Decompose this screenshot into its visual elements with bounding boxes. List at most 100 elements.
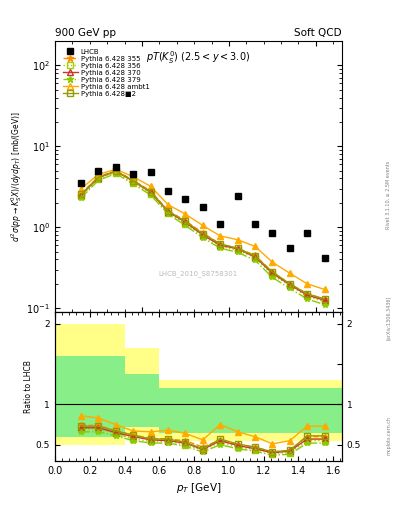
Pythia 6.428 370 [96,175,101,181]
Pythia 6.428 379 [183,222,188,228]
Pythia 6.428 379 [322,302,327,308]
Pythia 6.428 ambt1 [183,211,188,217]
LHCB [253,221,257,227]
Pythia 6.428 ambt1 [235,237,240,243]
Pythia 6.428 370 [114,168,118,175]
Pythia 6.428 379 [96,177,101,183]
Pythia 6.428 356 [96,176,101,182]
Pythia 6.428■2 [287,281,292,287]
Line: Pythia 6.428 370: Pythia 6.428 370 [78,168,327,303]
Pythia 6.428 356 [79,194,83,200]
Pythia 6.428 ambt1 [114,166,118,173]
Pythia 6.428 355 [270,269,275,275]
Legend: LHCB, Pythia 6.428 355, Pythia 6.428 356, Pythia 6.428 370, Pythia 6.428 379, Py: LHCB, Pythia 6.428 355, Pythia 6.428 356… [61,47,151,98]
LHCB [183,197,188,203]
Pythia 6.428 370 [322,297,327,303]
Pythia 6.428 356 [218,243,222,249]
Pythia 6.428 379 [218,245,222,251]
Pythia 6.428 ambt1 [96,171,101,177]
Pythia 6.428■2 [322,296,327,302]
LHCB [114,164,118,170]
Pythia 6.428 356 [200,233,205,239]
Pythia 6.428 355 [305,291,310,297]
Pythia 6.428 355 [148,188,153,194]
Text: LHCB_2010_S8758301: LHCB_2010_S8758301 [159,270,238,276]
Pythia 6.428 355 [114,167,118,174]
Pythia 6.428 355 [287,281,292,287]
Pythia 6.428 356 [253,254,257,261]
Line: Pythia 6.428 356: Pythia 6.428 356 [78,170,327,305]
Pythia 6.428 370 [183,219,188,225]
Text: 900 GeV pp: 900 GeV pp [55,28,116,38]
LHCB [96,167,101,174]
Text: Soft QCD: Soft QCD [294,28,342,38]
LHCB [270,230,275,236]
Text: mcplots.cern.ch: mcplots.cern.ch [386,416,391,455]
Pythia 6.428■2 [183,218,188,224]
Pythia 6.428 ambt1 [270,259,275,265]
Pythia 6.428 355 [218,241,222,247]
Pythia 6.428 379 [114,170,118,177]
Pythia 6.428 370 [305,292,310,298]
Line: Pythia 6.428■2: Pythia 6.428■2 [78,168,327,302]
LHCB [235,194,240,200]
Pythia 6.428■2 [131,178,136,184]
LHCB [200,203,205,209]
LHCB [305,230,310,236]
Y-axis label: Ratio to LHCB: Ratio to LHCB [24,360,33,413]
Pythia 6.428 379 [200,234,205,241]
Pythia 6.428 ambt1 [287,270,292,276]
Pythia 6.428 ambt1 [253,243,257,249]
Pythia 6.428 355 [253,252,257,259]
Pythia 6.428 379 [131,181,136,187]
Pythia 6.428 356 [235,247,240,253]
Pythia 6.428 356 [183,221,188,227]
Text: Rivet 3.1.10, ≥ 2.5M events: Rivet 3.1.10, ≥ 2.5M events [386,160,391,229]
LHCB [131,171,136,177]
X-axis label: $p_T$ [GeV]: $p_T$ [GeV] [176,481,221,495]
Line: Pythia 6.428 379: Pythia 6.428 379 [78,171,327,308]
Text: [arXiv:1306.3436]: [arXiv:1306.3436] [386,295,391,339]
Pythia 6.428 370 [235,246,240,252]
Pythia 6.428 356 [270,271,275,278]
Pythia 6.428 379 [287,285,292,291]
Pythia 6.428 ambt1 [305,281,310,287]
Pythia 6.428 379 [166,211,171,217]
Pythia 6.428 370 [166,209,171,215]
Pythia 6.428 355 [200,230,205,236]
Pythia 6.428 355 [166,207,171,214]
Pythia 6.428■2 [253,253,257,259]
Pythia 6.428■2 [235,245,240,251]
Pythia 6.428 356 [305,293,310,300]
Pythia 6.428 370 [131,178,136,184]
LHCB [79,180,83,186]
LHCB [287,245,292,251]
Pythia 6.428■2 [148,188,153,195]
Pythia 6.428 ambt1 [166,202,171,208]
Line: Pythia 6.428 ambt1: Pythia 6.428 ambt1 [78,166,327,292]
Pythia 6.428■2 [114,168,118,174]
Pythia 6.428■2 [96,174,101,180]
Text: $pT(K^0_S)\ (2.5 < y < 3.0)$: $pT(K^0_S)\ (2.5 < y < 3.0)$ [146,49,251,66]
Pythia 6.428 355 [322,296,327,302]
Pythia 6.428■2 [218,241,222,247]
Pythia 6.428 370 [79,192,83,198]
Pythia 6.428 ambt1 [148,183,153,189]
Pythia 6.428 355 [183,218,188,224]
Pythia 6.428■2 [270,269,275,275]
Pythia 6.428 379 [253,257,257,263]
Pythia 6.428 356 [131,180,136,186]
Pythia 6.428 355 [235,245,240,251]
Pythia 6.428 ambt1 [218,233,222,239]
Pythia 6.428 370 [200,232,205,238]
LHCB [322,254,327,261]
Pythia 6.428 370 [253,254,257,260]
Pythia 6.428 370 [270,270,275,276]
Pythia 6.428 355 [79,190,83,197]
Pythia 6.428■2 [200,231,205,237]
Pythia 6.428 379 [270,274,275,281]
Pythia 6.428 355 [96,174,101,180]
Pythia 6.428■2 [305,291,310,297]
Pythia 6.428 355 [131,177,136,183]
Pythia 6.428 370 [218,242,222,248]
